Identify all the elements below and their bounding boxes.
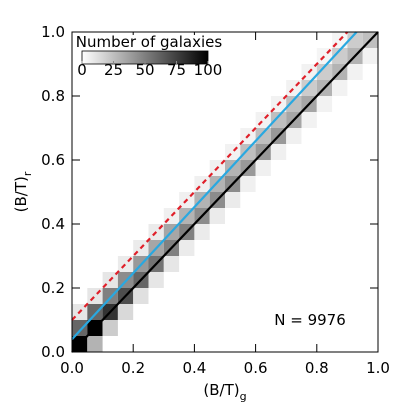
hist-cell	[225, 192, 241, 208]
y-tick-label: 0.2	[41, 279, 65, 297]
hist-cell	[179, 240, 195, 256]
x-label-text: (B/T)	[203, 381, 239, 399]
hist-cell	[102, 288, 118, 304]
hist-cell	[270, 144, 287, 160]
y-tick-label: 0.0	[41, 343, 65, 361]
hist-cell	[316, 96, 333, 112]
x-label-sub: g	[240, 390, 247, 403]
hist-cell	[102, 320, 118, 336]
fit-line	[71, 31, 379, 353]
hist-cell	[347, 64, 363, 80]
hist-cell	[286, 128, 302, 144]
hist-cell	[332, 48, 348, 64]
fit-line	[71, 31, 358, 340]
colorbar-title: Number of galaxies	[76, 33, 223, 51]
hist-cell	[301, 112, 317, 128]
y-axis-label: (B/T)r	[12, 171, 34, 212]
y-tick-label: 0.8	[41, 87, 65, 105]
annotation: N = 9976	[274, 311, 346, 329]
hist-cell	[255, 160, 271, 176]
hist-cell	[286, 96, 302, 112]
x-tick-label: 0.4	[182, 359, 206, 377]
hist-cell	[332, 80, 348, 96]
y-label-text: (B/T)	[12, 176, 30, 212]
hist-cell	[72, 320, 88, 336]
y-tick-label: 0.6	[41, 151, 65, 169]
hist-cell	[240, 176, 256, 192]
y-tick-label: 0.4	[41, 215, 65, 233]
hist-cell	[87, 336, 103, 352]
x-tick-label: 0.8	[305, 359, 329, 377]
hist-cell	[301, 80, 317, 96]
hist-cell	[87, 304, 103, 320]
y-tick-label: 1.0	[41, 23, 65, 41]
x-tick-label: 0.0	[60, 359, 84, 377]
hist-cell	[117, 304, 134, 320]
hist-cell	[225, 160, 241, 176]
hist-cell	[240, 144, 256, 160]
hist-cell	[255, 128, 271, 144]
hist-cell	[163, 256, 180, 272]
colorbar-tick-label: 25	[104, 61, 123, 79]
hist-cell	[347, 32, 363, 48]
hist-cell	[148, 272, 164, 288]
fit-line	[71, 31, 349, 321]
x-tick-label: 1.0	[366, 359, 390, 377]
x-axis-label: (B/T)g	[203, 381, 246, 403]
hist-cell	[209, 208, 225, 224]
colorbar-tick-label: 50	[135, 61, 154, 79]
hist-cell	[316, 64, 333, 80]
hist-cell	[225, 144, 241, 160]
y-label-sub: r	[21, 171, 34, 176]
hist-cell	[362, 48, 378, 64]
colorbar-tick-label: 0	[77, 61, 87, 79]
hist-cell	[194, 224, 210, 240]
colorbar-tick-label: 100	[194, 61, 223, 79]
colorbar-tick-label: 75	[167, 61, 186, 79]
x-tick-label: 0.6	[244, 359, 268, 377]
hist-cell	[270, 112, 287, 128]
x-tick-label: 0.2	[121, 359, 145, 377]
plot-frame	[71, 31, 379, 353]
hist-cell	[133, 288, 149, 304]
